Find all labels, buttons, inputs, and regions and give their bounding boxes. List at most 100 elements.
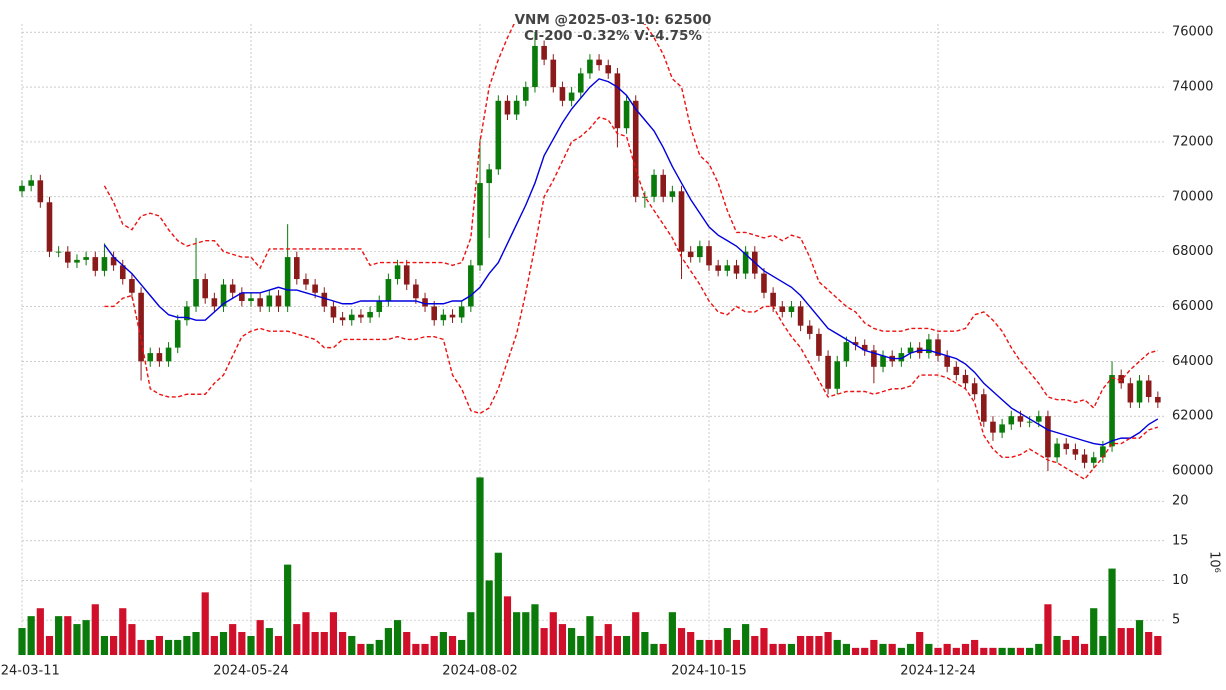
y-tick-label: 66000 xyxy=(1172,299,1213,314)
volume-bar xyxy=(742,624,750,655)
candle-body xyxy=(587,59,593,74)
candle-body xyxy=(788,306,795,312)
volume-bar xyxy=(558,624,567,655)
y-tick-label: 15 xyxy=(1172,533,1189,548)
volume-bar xyxy=(439,632,447,655)
volume-bar xyxy=(73,624,81,655)
volume-bar xyxy=(384,628,392,655)
volume-bar xyxy=(870,639,878,655)
x-tick-label: 2024-12-24 xyxy=(900,664,976,679)
candle-body xyxy=(37,180,44,203)
volume-bar xyxy=(696,639,704,655)
volume-bar xyxy=(659,643,667,655)
candle-body xyxy=(458,306,465,318)
grid-layer xyxy=(21,24,1165,655)
volume-bar xyxy=(100,635,109,655)
candle-body xyxy=(358,314,364,318)
volume-bar xyxy=(522,612,530,655)
candle-body xyxy=(779,306,786,312)
volume-bar xyxy=(1135,620,1144,655)
volume-bar xyxy=(201,592,209,655)
candle-body xyxy=(248,298,254,301)
candle-body xyxy=(678,191,685,252)
chart-subtitle: Cl-200 -0.32% V:-4.75% xyxy=(524,28,702,44)
candle-body xyxy=(92,257,99,271)
candle-body xyxy=(642,196,648,198)
volume-bar xyxy=(412,643,420,655)
candle-body xyxy=(880,355,886,367)
volume-bar xyxy=(815,635,823,655)
candle-body xyxy=(431,306,437,321)
candle-body xyxy=(596,59,602,66)
y-axis-label: 10⁶ xyxy=(1207,551,1222,573)
volume-bar xyxy=(448,635,457,655)
volume-bar xyxy=(284,564,292,655)
candle-body xyxy=(926,339,932,354)
candle-body xyxy=(330,306,337,318)
volume-bar xyxy=(888,643,896,655)
volume-bar xyxy=(833,639,841,655)
volume-bar xyxy=(641,632,649,655)
candle-body xyxy=(1063,443,1070,450)
volume-bar xyxy=(906,643,915,655)
x-tick-label: 2024-03-11 xyxy=(0,664,60,679)
candle-body xyxy=(843,342,850,362)
candle-body xyxy=(1035,416,1042,422)
candle-body xyxy=(1155,396,1161,403)
volume-bar xyxy=(897,647,905,655)
candle-body xyxy=(568,92,575,101)
volume-bar xyxy=(952,647,960,655)
candle-body xyxy=(715,265,721,271)
candle-body xyxy=(660,174,666,197)
volume-bar xyxy=(357,643,365,655)
volume-bar xyxy=(1090,608,1098,655)
candle-body xyxy=(284,257,291,307)
volume-bar xyxy=(1053,635,1061,655)
volume-bar xyxy=(110,635,118,655)
candle-body xyxy=(825,355,831,389)
volume-bar xyxy=(430,635,438,655)
candle-body xyxy=(275,295,282,307)
candle-body xyxy=(806,325,813,334)
volume-bar xyxy=(824,632,832,655)
band-line xyxy=(103,24,1159,410)
candle-body xyxy=(294,257,300,280)
candle-body xyxy=(852,342,859,345)
candle-body xyxy=(367,311,373,318)
volume-bar xyxy=(146,639,154,655)
volume-bar xyxy=(137,639,145,655)
volume-bar xyxy=(714,639,722,655)
candle-body xyxy=(449,314,456,318)
y-tick-label: 62000 xyxy=(1172,409,1213,424)
volume-bar xyxy=(980,647,988,655)
candle-body xyxy=(220,284,227,307)
volume-bar xyxy=(998,647,1006,655)
candle-body xyxy=(559,87,566,101)
y-tick-label: 76000 xyxy=(1172,25,1213,40)
volume-bar xyxy=(1026,647,1034,655)
y-tick-label: 70000 xyxy=(1172,189,1213,204)
volume-bar xyxy=(320,632,328,655)
volume-bar xyxy=(549,612,557,655)
volume-bar xyxy=(91,604,99,655)
volume-bar xyxy=(375,639,383,655)
volume-bar xyxy=(806,635,814,655)
volume-bar xyxy=(760,628,768,655)
candle-body xyxy=(303,279,309,285)
chart-title: VNM @2025-03-10: 62500 xyxy=(515,12,712,28)
candle-body xyxy=(797,306,804,326)
volume-bar xyxy=(943,643,951,655)
y-tick-label: 10 xyxy=(1172,573,1189,588)
candle-body xyxy=(321,292,328,307)
candle-body xyxy=(385,279,392,301)
volume-bar xyxy=(229,624,237,655)
candle-body xyxy=(1026,421,1033,423)
volume-bar xyxy=(1071,635,1079,655)
volume-bar xyxy=(971,639,979,655)
volume-bar xyxy=(1007,647,1015,655)
volume-bar xyxy=(503,596,512,655)
candle-body xyxy=(83,257,89,260)
volume-bar xyxy=(311,632,319,655)
candle-body xyxy=(74,259,80,263)
volume-bar xyxy=(247,635,255,655)
